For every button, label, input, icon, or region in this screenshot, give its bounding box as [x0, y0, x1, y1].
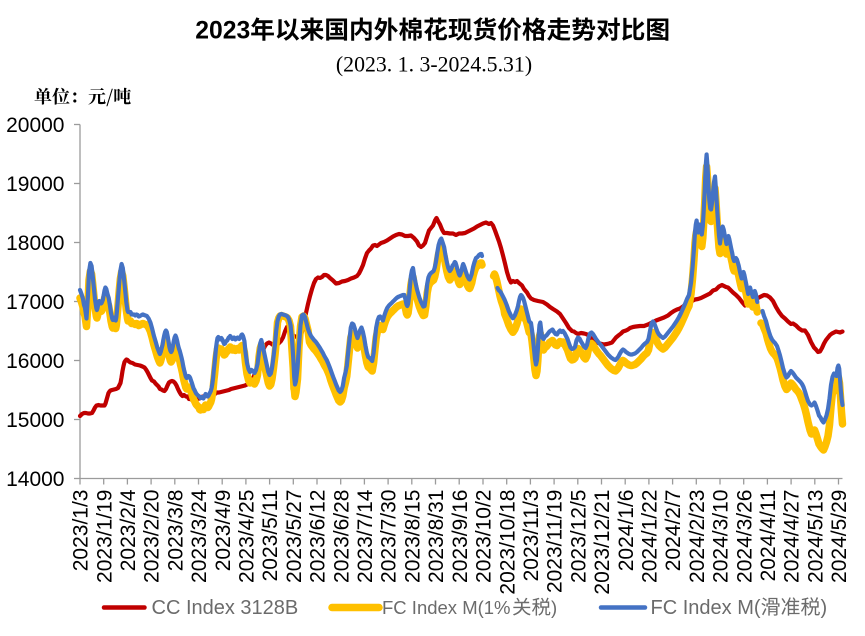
svg-text:2023/11/3: 2023/11/3	[520, 490, 543, 582]
svg-text:2023/3/8: 2023/3/8	[164, 490, 187, 572]
svg-text:2023/1/19: 2023/1/19	[93, 490, 116, 583]
svg-text:): )	[551, 597, 557, 618]
svg-text:2023/6/12: 2023/6/12	[307, 490, 330, 583]
svg-text:2023/7/30: 2023/7/30	[378, 490, 401, 583]
svg-text:2023/5/11: 2023/5/11	[259, 490, 282, 582]
svg-text:2023/4/25: 2023/4/25	[236, 490, 259, 583]
svg-text:2023/5/27: 2023/5/27	[283, 490, 306, 583]
svg-text:2024/1/6: 2024/1/6	[615, 490, 638, 572]
svg-text:2023/3/24: 2023/3/24	[188, 489, 211, 583]
svg-text:2024/5/29: 2024/5/29	[828, 490, 851, 583]
svg-text:(2023. 1. 3-2024.5.31): (2023. 1. 3-2024.5.31)	[336, 53, 532, 77]
svg-text:2024/3/26: 2024/3/26	[733, 490, 756, 583]
svg-text:2023/12/21: 2023/12/21	[591, 490, 614, 595]
svg-text:2024/1/22: 2024/1/22	[639, 490, 662, 583]
svg-text:20000: 20000	[6, 114, 64, 137]
svg-text:2024/3/10: 2024/3/10	[710, 490, 733, 583]
svg-text:2023: 2023	[195, 18, 250, 45]
svg-text:2023/9/16: 2023/9/16	[449, 490, 472, 583]
svg-text:2023/6/28: 2023/6/28	[330, 490, 353, 583]
svg-text:2024/4/27: 2024/4/27	[781, 490, 804, 583]
svg-text:2024/2/23: 2024/2/23	[686, 490, 709, 583]
svg-text:): )	[821, 597, 828, 619]
svg-text:19000: 19000	[6, 173, 64, 196]
svg-text:2023/2/20: 2023/2/20	[141, 490, 164, 583]
svg-text:2023/2/4: 2023/2/4	[117, 489, 140, 571]
svg-text:15000: 15000	[6, 409, 64, 432]
svg-text:2024/4/11: 2024/4/11	[757, 490, 780, 582]
svg-text:FC Index M(1%: FC Index M(1%	[382, 597, 511, 618]
svg-text:2023/8/15: 2023/8/15	[401, 490, 424, 583]
svg-text:2023/7/14: 2023/7/14	[354, 489, 377, 583]
svg-text:2023/10/18: 2023/10/18	[496, 490, 519, 595]
svg-text:2023/1/3: 2023/1/3	[70, 490, 93, 572]
svg-text:2023/11/19: 2023/11/19	[544, 490, 567, 594]
svg-text:2023/4/9: 2023/4/9	[212, 490, 235, 572]
svg-text:FC Index M(: FC Index M(	[651, 597, 761, 619]
svg-text:14000: 14000	[6, 468, 64, 491]
svg-text:2023/12/5: 2023/12/5	[567, 490, 590, 583]
svg-text:16000: 16000	[6, 350, 64, 373]
svg-text:2023/8/31: 2023/8/31	[425, 489, 448, 582]
svg-text:17000: 17000	[6, 291, 64, 314]
svg-text:2023/10/2: 2023/10/2	[473, 489, 496, 582]
svg-text:2024/2/7: 2024/2/7	[662, 490, 685, 572]
svg-text:2024/5/13: 2024/5/13	[804, 490, 827, 583]
svg-text:CC Index 3128B: CC Index 3128B	[152, 597, 299, 619]
svg-text:18000: 18000	[6, 232, 64, 255]
